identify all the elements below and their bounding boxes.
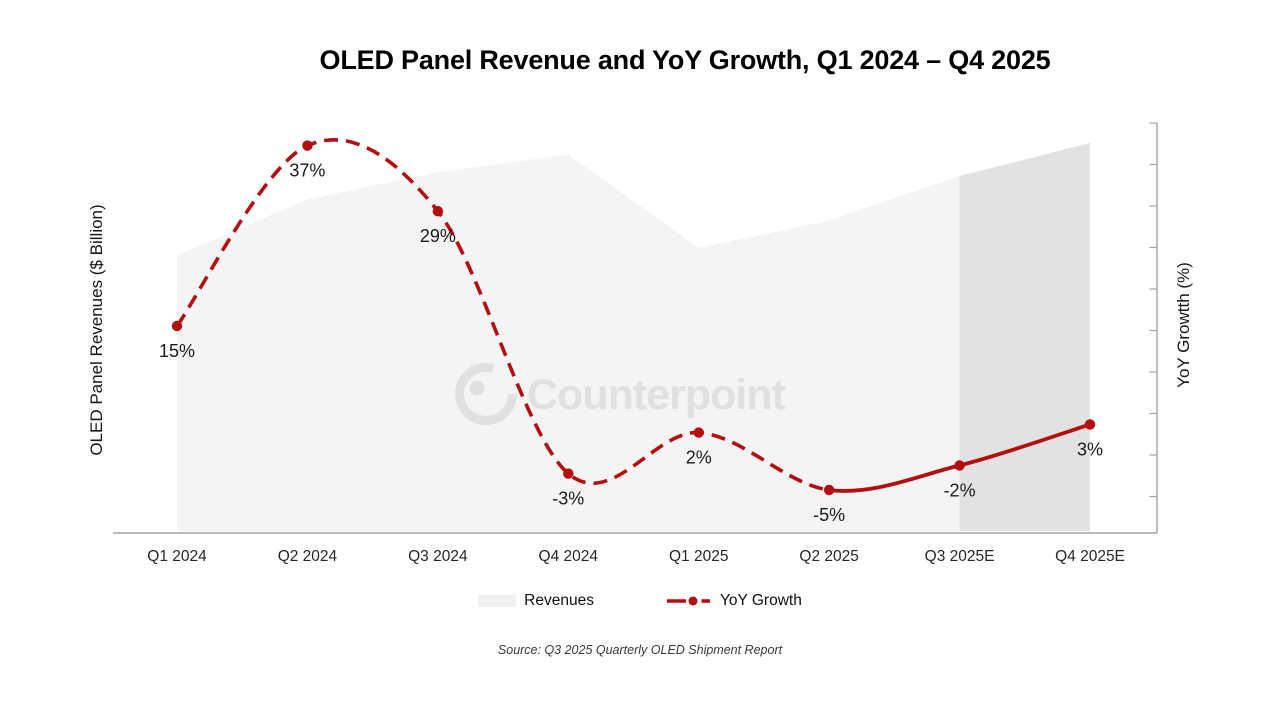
legend-label-revenues: Revenues <box>524 592 594 609</box>
data-point-marker <box>563 468 574 479</box>
data-point-label: -2% <box>944 480 976 500</box>
watermark-logo-dot-icon <box>469 380 485 396</box>
x-axis-label: Q3 2025E <box>925 548 995 565</box>
legend-label-yoy-growth: YoY Growth <box>719 592 802 609</box>
x-axis-label: Q1 2024 <box>147 548 207 565</box>
forecast-band <box>959 143 1091 531</box>
yoy-line-swatch-icon <box>666 596 710 606</box>
x-axis-label: Q2 2025 <box>799 548 858 565</box>
data-point-marker <box>302 140 313 151</box>
source-note: Source: Q3 2025 Quarterly OLED Shipment … <box>497 643 783 657</box>
x-axis-label: Q3 2024 <box>408 548 468 565</box>
revenues-area-swatch <box>478 595 517 607</box>
x-axis-label: Q4 2024 <box>539 548 599 565</box>
data-point-label: -5% <box>813 505 845 525</box>
data-point-marker <box>171 320 183 332</box>
x-axis-label: Q4 2025E <box>1055 548 1125 565</box>
data-point-label: 2% <box>686 448 712 468</box>
data-point-marker <box>954 460 965 471</box>
data-point-label: 37% <box>289 161 325 181</box>
legend: Revenues YoY Growth <box>0 588 1280 614</box>
chart-title: OLED Panel Revenue and YoY Growth, Q1 20… <box>319 45 1051 75</box>
data-point-marker <box>1084 419 1096 430</box>
data-point-label: -3% <box>552 489 584 509</box>
data-point-label: 3% <box>1077 439 1103 459</box>
watermark-text: Counterpoint <box>527 371 786 419</box>
data-point-label: 15% <box>159 341 195 361</box>
x-axis-label: Q2 2024 <box>278 548 338 565</box>
data-point-marker <box>432 206 444 217</box>
data-point-label: 29% <box>420 226 456 246</box>
revenues-area-series <box>177 143 1091 531</box>
watermark-logo-icon <box>455 363 517 425</box>
data-point-marker <box>693 427 704 438</box>
data-point-marker <box>823 484 835 496</box>
x-axis-label: Q1 2025 <box>669 548 728 565</box>
legend-item-revenues: Revenues <box>478 592 594 610</box>
legend-item-yoy-growth: YoY Growth <box>666 592 802 610</box>
